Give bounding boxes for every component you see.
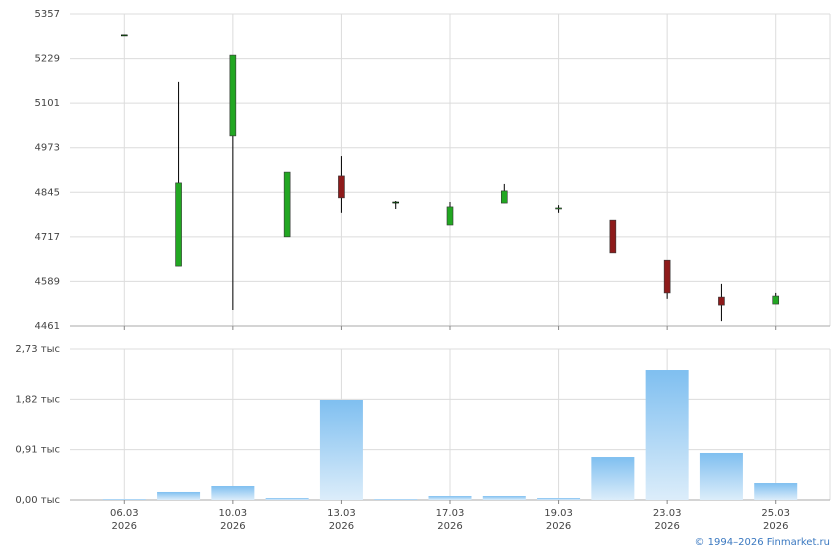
candle-body bbox=[500, 190, 508, 204]
candle-body bbox=[663, 259, 671, 294]
x-tick-label: 06.03 bbox=[110, 508, 139, 519]
y-tick-label: 4461 bbox=[35, 321, 60, 332]
copyright: © 1994–2026 Finmarket.ru bbox=[694, 537, 830, 548]
x-tick-label: 2026 bbox=[220, 521, 245, 532]
volume-bar bbox=[482, 496, 526, 500]
x-tick-label: 23.03 bbox=[653, 508, 682, 519]
x-tick-label: 2026 bbox=[329, 521, 354, 532]
x-tick-label: 25.03 bbox=[761, 508, 790, 519]
y-tick-label: 1,82 тыс bbox=[15, 394, 60, 405]
volume-bar bbox=[591, 457, 635, 500]
y-tick-label: 5357 bbox=[35, 9, 60, 20]
y-tick-label: 4973 bbox=[35, 143, 60, 154]
x-tick-label: 17.03 bbox=[436, 508, 465, 519]
candle-body bbox=[392, 201, 400, 204]
volume-bar bbox=[319, 399, 363, 500]
volume-bar bbox=[211, 486, 255, 500]
candle-body bbox=[283, 171, 291, 238]
volume-bar bbox=[754, 483, 798, 500]
candle-body bbox=[772, 295, 780, 305]
y-tick-label: 4845 bbox=[35, 187, 60, 198]
volume-bar bbox=[102, 499, 146, 500]
volume-bar bbox=[428, 496, 472, 500]
volume-bar bbox=[645, 370, 689, 500]
y-tick-label: 0,00 тыс bbox=[15, 495, 60, 506]
volume-bar bbox=[157, 491, 201, 500]
candle-body bbox=[175, 182, 182, 267]
candle-body bbox=[338, 175, 345, 199]
y-tick-label: 2,73 тыс bbox=[15, 344, 60, 355]
candle-body bbox=[229, 54, 237, 137]
volume-bar bbox=[265, 498, 309, 500]
volume-bar bbox=[699, 452, 743, 500]
x-tick-label: 2026 bbox=[763, 521, 788, 532]
x-tick-label: 2026 bbox=[654, 521, 679, 532]
y-tick-label: 4589 bbox=[35, 276, 60, 287]
candle-body bbox=[609, 219, 617, 254]
y-tick-label: 5229 bbox=[35, 54, 60, 65]
candle-body bbox=[120, 34, 128, 37]
x-tick-label: 13.03 bbox=[327, 508, 356, 519]
candle-body bbox=[446, 206, 454, 226]
volume-bar bbox=[374, 499, 418, 500]
x-tick-label: 2026 bbox=[546, 521, 571, 532]
y-tick-label: 5101 bbox=[35, 98, 60, 109]
y-tick-label: 0,91 тыс bbox=[15, 445, 60, 456]
x-tick-label: 10.03 bbox=[219, 508, 248, 519]
x-tick-label: 2026 bbox=[437, 521, 462, 532]
y-tick-label: 4717 bbox=[35, 232, 60, 243]
x-tick-label: 2026 bbox=[112, 521, 137, 532]
x-tick-label: 19.03 bbox=[544, 508, 573, 519]
candle-body bbox=[555, 207, 562, 210]
candle-body bbox=[718, 296, 725, 306]
volume-bar bbox=[537, 498, 581, 500]
